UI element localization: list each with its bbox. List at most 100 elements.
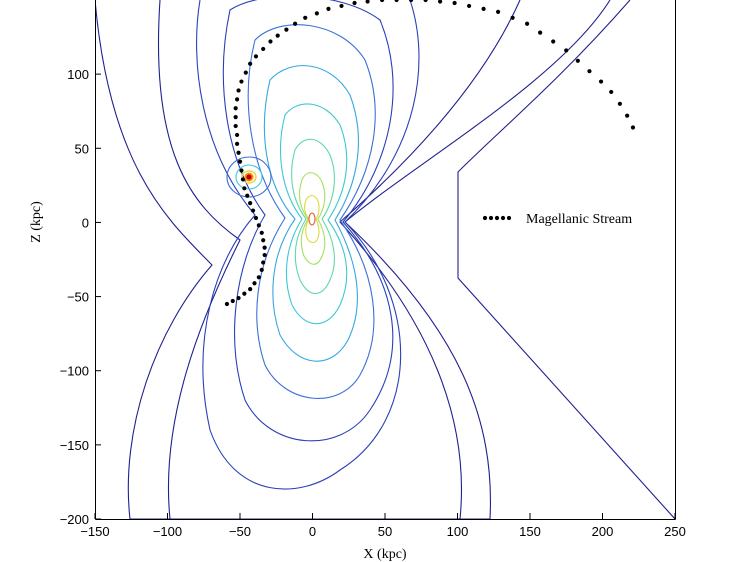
stream-point xyxy=(293,21,298,26)
legend-dot xyxy=(506,215,512,221)
stream-point xyxy=(252,281,257,286)
stream-point xyxy=(268,39,273,44)
stream-point xyxy=(467,3,472,9)
stream-point xyxy=(233,115,238,120)
stream-point xyxy=(609,89,614,95)
legend-label-magellanic-stream: Magellanic Stream xyxy=(526,212,632,227)
stream-point xyxy=(253,54,259,59)
stream-point xyxy=(261,238,266,243)
stream-point xyxy=(538,30,543,35)
stream-point xyxy=(233,106,238,111)
stream-point xyxy=(224,301,230,307)
contour-core xyxy=(308,212,316,226)
stream-point xyxy=(256,275,261,280)
stream-point xyxy=(236,88,241,93)
y-tick-label: −150 xyxy=(60,438,89,453)
contour-outer-3 xyxy=(157,0,241,519)
stream-point xyxy=(262,252,267,258)
stream-point xyxy=(235,97,240,102)
stream-point xyxy=(284,27,289,32)
stream-point xyxy=(242,291,247,296)
stream-point xyxy=(261,260,266,265)
stream-point xyxy=(551,39,556,44)
stream-point xyxy=(236,150,241,155)
stream-point xyxy=(625,113,630,118)
stream-point xyxy=(525,21,530,26)
stream-point xyxy=(259,267,264,272)
stream-point xyxy=(630,125,636,130)
stream-point xyxy=(339,3,344,9)
stream-point xyxy=(365,0,370,4)
contour-lobe-8 xyxy=(304,195,320,244)
stream-point xyxy=(314,11,319,16)
legend-marker-magellanic-stream xyxy=(482,215,512,221)
contour-lobe-6 xyxy=(291,138,335,295)
axes-frame xyxy=(95,0,676,520)
y-tick-label: 50 xyxy=(75,141,89,156)
contour-outer-2 xyxy=(344,0,611,519)
x-tick-label: 150 xyxy=(519,524,541,539)
stream-point xyxy=(262,245,267,250)
contour-outer-1 xyxy=(95,0,213,519)
stream-point xyxy=(438,0,443,4)
stream-point xyxy=(240,177,245,182)
stream-point xyxy=(230,298,235,304)
stream-point xyxy=(380,0,385,3)
stream-point xyxy=(510,15,515,20)
stream-point xyxy=(256,223,261,228)
x-axis-label: X (kpc) xyxy=(363,547,406,562)
y-tick-label: 100 xyxy=(67,67,89,82)
stream-point xyxy=(481,6,486,11)
x-tick-label: 50 xyxy=(378,524,392,539)
satellite-core xyxy=(246,174,252,180)
stream-point xyxy=(245,193,250,198)
stream-point xyxy=(617,101,623,106)
y-axis-label: Z (kpc) xyxy=(29,201,44,243)
stream-point xyxy=(587,69,592,74)
stream-point xyxy=(239,79,244,84)
stream-point xyxy=(303,15,308,20)
x-tick-label: 100 xyxy=(447,524,469,539)
x-axis-ticks: −150 −100 −50 0 50 100 150 200 250 xyxy=(80,513,686,539)
contour-lobe-2 xyxy=(222,0,394,442)
contour-lobe-3 xyxy=(247,24,376,399)
y-tick-label: −200 xyxy=(60,512,89,527)
stream-point xyxy=(253,215,259,221)
stream-point xyxy=(243,70,248,75)
legend: Magellanic Stream xyxy=(482,212,632,227)
stream-point xyxy=(259,230,264,235)
stream-point xyxy=(248,61,253,66)
legend-dot xyxy=(500,215,506,221)
x-tick-label: −50 xyxy=(229,524,251,539)
stream-point xyxy=(248,287,253,292)
contour-field xyxy=(95,0,675,519)
legend-dot xyxy=(488,215,494,221)
stream-point xyxy=(496,9,501,14)
y-axis-ticks: −200 −150 −100 −50 0 50 100 xyxy=(60,67,101,527)
stream-point xyxy=(575,58,580,63)
stream-point xyxy=(235,141,240,146)
stream-point xyxy=(275,33,280,38)
y-tick-label: −50 xyxy=(67,290,89,305)
contour-lobe-5 xyxy=(280,103,348,325)
stream-point xyxy=(235,132,240,138)
stream-point xyxy=(423,0,428,3)
x-tick-label: −150 xyxy=(80,524,109,539)
stream-point xyxy=(261,46,266,52)
stream-point xyxy=(242,186,247,191)
legend-dot xyxy=(482,215,488,221)
stream-point xyxy=(564,48,569,53)
contour-outer-right xyxy=(457,0,675,519)
stream-point xyxy=(326,6,331,11)
stream-point xyxy=(237,159,243,164)
x-tick-label: 200 xyxy=(592,524,614,539)
stream-point xyxy=(394,0,399,3)
stream-series xyxy=(224,0,636,307)
legend-dot xyxy=(494,215,500,221)
stream-point xyxy=(239,168,244,173)
y-tick-label: −100 xyxy=(60,364,89,379)
contour-lobe-4 xyxy=(263,65,359,362)
stream-point xyxy=(236,295,241,301)
stream-point xyxy=(233,123,238,129)
